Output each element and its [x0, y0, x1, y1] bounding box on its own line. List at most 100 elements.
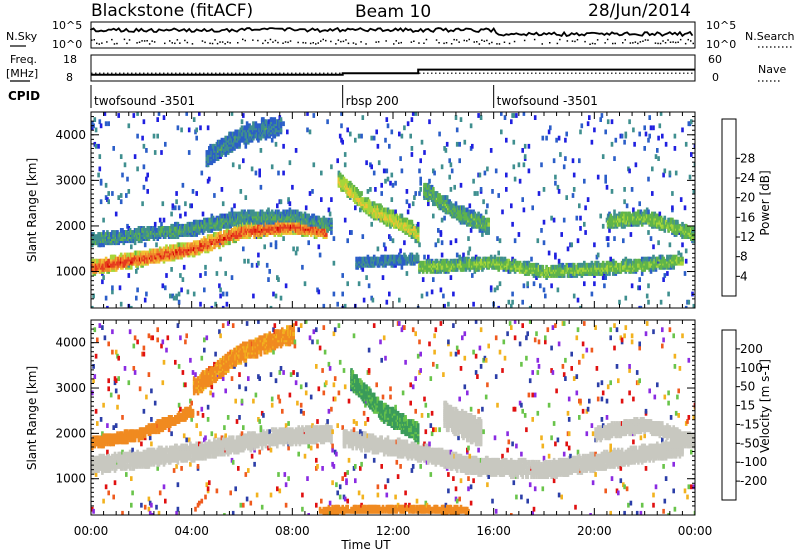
range-cell [440, 217, 444, 223]
station-title: Blackstone (fitACF) [91, 1, 253, 21]
range-cell [332, 260, 336, 266]
nsearch-dot [612, 42, 614, 45]
range-cell [447, 301, 450, 307]
range-cell [308, 129, 312, 135]
nsearch-dot [443, 42, 445, 45]
range-cell [123, 162, 127, 168]
range-cell [104, 256, 108, 262]
nsearch-dot [425, 38, 428, 41]
range-cell [175, 199, 178, 205]
range-cell [244, 143, 248, 149]
range-cell [132, 113, 136, 118]
range-cell [343, 162, 347, 168]
range-cell [135, 269, 138, 274]
nsearch-dot [672, 41, 674, 43]
range-cell [341, 291, 344, 297]
nsearch-dot [201, 40, 204, 42]
range-cell [428, 178, 431, 184]
range-cell [400, 213, 404, 219]
range-cell [648, 115, 651, 120]
nsearch-dot [483, 40, 486, 42]
range-cell [220, 187, 224, 192]
range-cell [601, 223, 605, 229]
range-cell [532, 281, 536, 287]
range-cell [391, 238, 395, 244]
range-cell [652, 125, 655, 131]
range-cell [153, 150, 157, 155]
range-cell [458, 141, 461, 147]
range-cell [606, 236, 610, 241]
range-cell [130, 264, 133, 270]
range-cell [552, 158, 556, 164]
range-cell [623, 223, 626, 229]
range-cell [330, 230, 333, 235]
range-cell [497, 193, 500, 198]
range-cell [361, 267, 365, 272]
range-cell [101, 279, 104, 285]
range-cell [643, 125, 646, 131]
range-cell [511, 291, 514, 297]
range-cell [433, 170, 436, 176]
nsearch-dot [342, 40, 345, 43]
range-cell [416, 226, 420, 231]
range-cell [372, 170, 376, 176]
range-cell [657, 240, 660, 246]
range-cell [586, 121, 590, 127]
range-cell [497, 250, 500, 256]
range-cell [511, 299, 514, 305]
range-cell [346, 281, 349, 287]
range-cell [643, 146, 646, 151]
range-cell [448, 158, 451, 164]
range-cell [494, 168, 498, 174]
nsearch-dot [244, 39, 246, 42]
range-cell [184, 211, 187, 217]
range-cell [557, 262, 561, 268]
range-cell [210, 305, 214, 308]
frequency-traces [91, 68, 695, 76]
noise-left-top: 10^5 [52, 19, 82, 32]
range-cell [279, 117, 283, 122]
range-cell [647, 283, 650, 289]
range-cell [578, 203, 581, 209]
range-cell [259, 135, 263, 141]
range-cell [599, 213, 602, 219]
range-cell [215, 271, 219, 276]
nsearch-dot [435, 39, 438, 41]
range-cell [484, 209, 488, 215]
range-cell [443, 146, 446, 151]
nsearch-dot [513, 40, 516, 43]
range-cell [190, 203, 193, 209]
range-cell [390, 197, 394, 202]
range-cell [527, 260, 531, 266]
range-cell [400, 264, 404, 270]
range-cell [372, 201, 376, 207]
range-cell [497, 305, 500, 308]
nsearch-dot [317, 42, 319, 44]
nsearch-dot [219, 41, 221, 43]
nsearch-dot [267, 42, 269, 44]
range-cell [565, 195, 568, 200]
range-cell [454, 238, 458, 244]
range-cell [108, 232, 112, 237]
nsearch-dot [566, 40, 569, 42]
range-cell [398, 297, 401, 303]
range-cell [292, 209, 295, 215]
range-cell [564, 156, 567, 161]
range-cell [175, 191, 178, 196]
nsearch-dot [498, 43, 501, 45]
range-cell [365, 203, 368, 209]
nsearch-dot [352, 42, 355, 44]
range-cell [221, 201, 225, 207]
range-cell [177, 299, 181, 305]
beam-title: Beam 10 [355, 2, 431, 22]
range-cell [435, 258, 439, 264]
range-cell [263, 244, 266, 250]
range-cell [317, 289, 321, 295]
range-cell [404, 254, 407, 260]
nsearch-dot [264, 39, 267, 42]
range-cell [187, 150, 191, 155]
range-cell [487, 221, 490, 227]
range-cell [437, 238, 440, 244]
range-cell [418, 242, 421, 248]
range-cell [505, 137, 508, 143]
